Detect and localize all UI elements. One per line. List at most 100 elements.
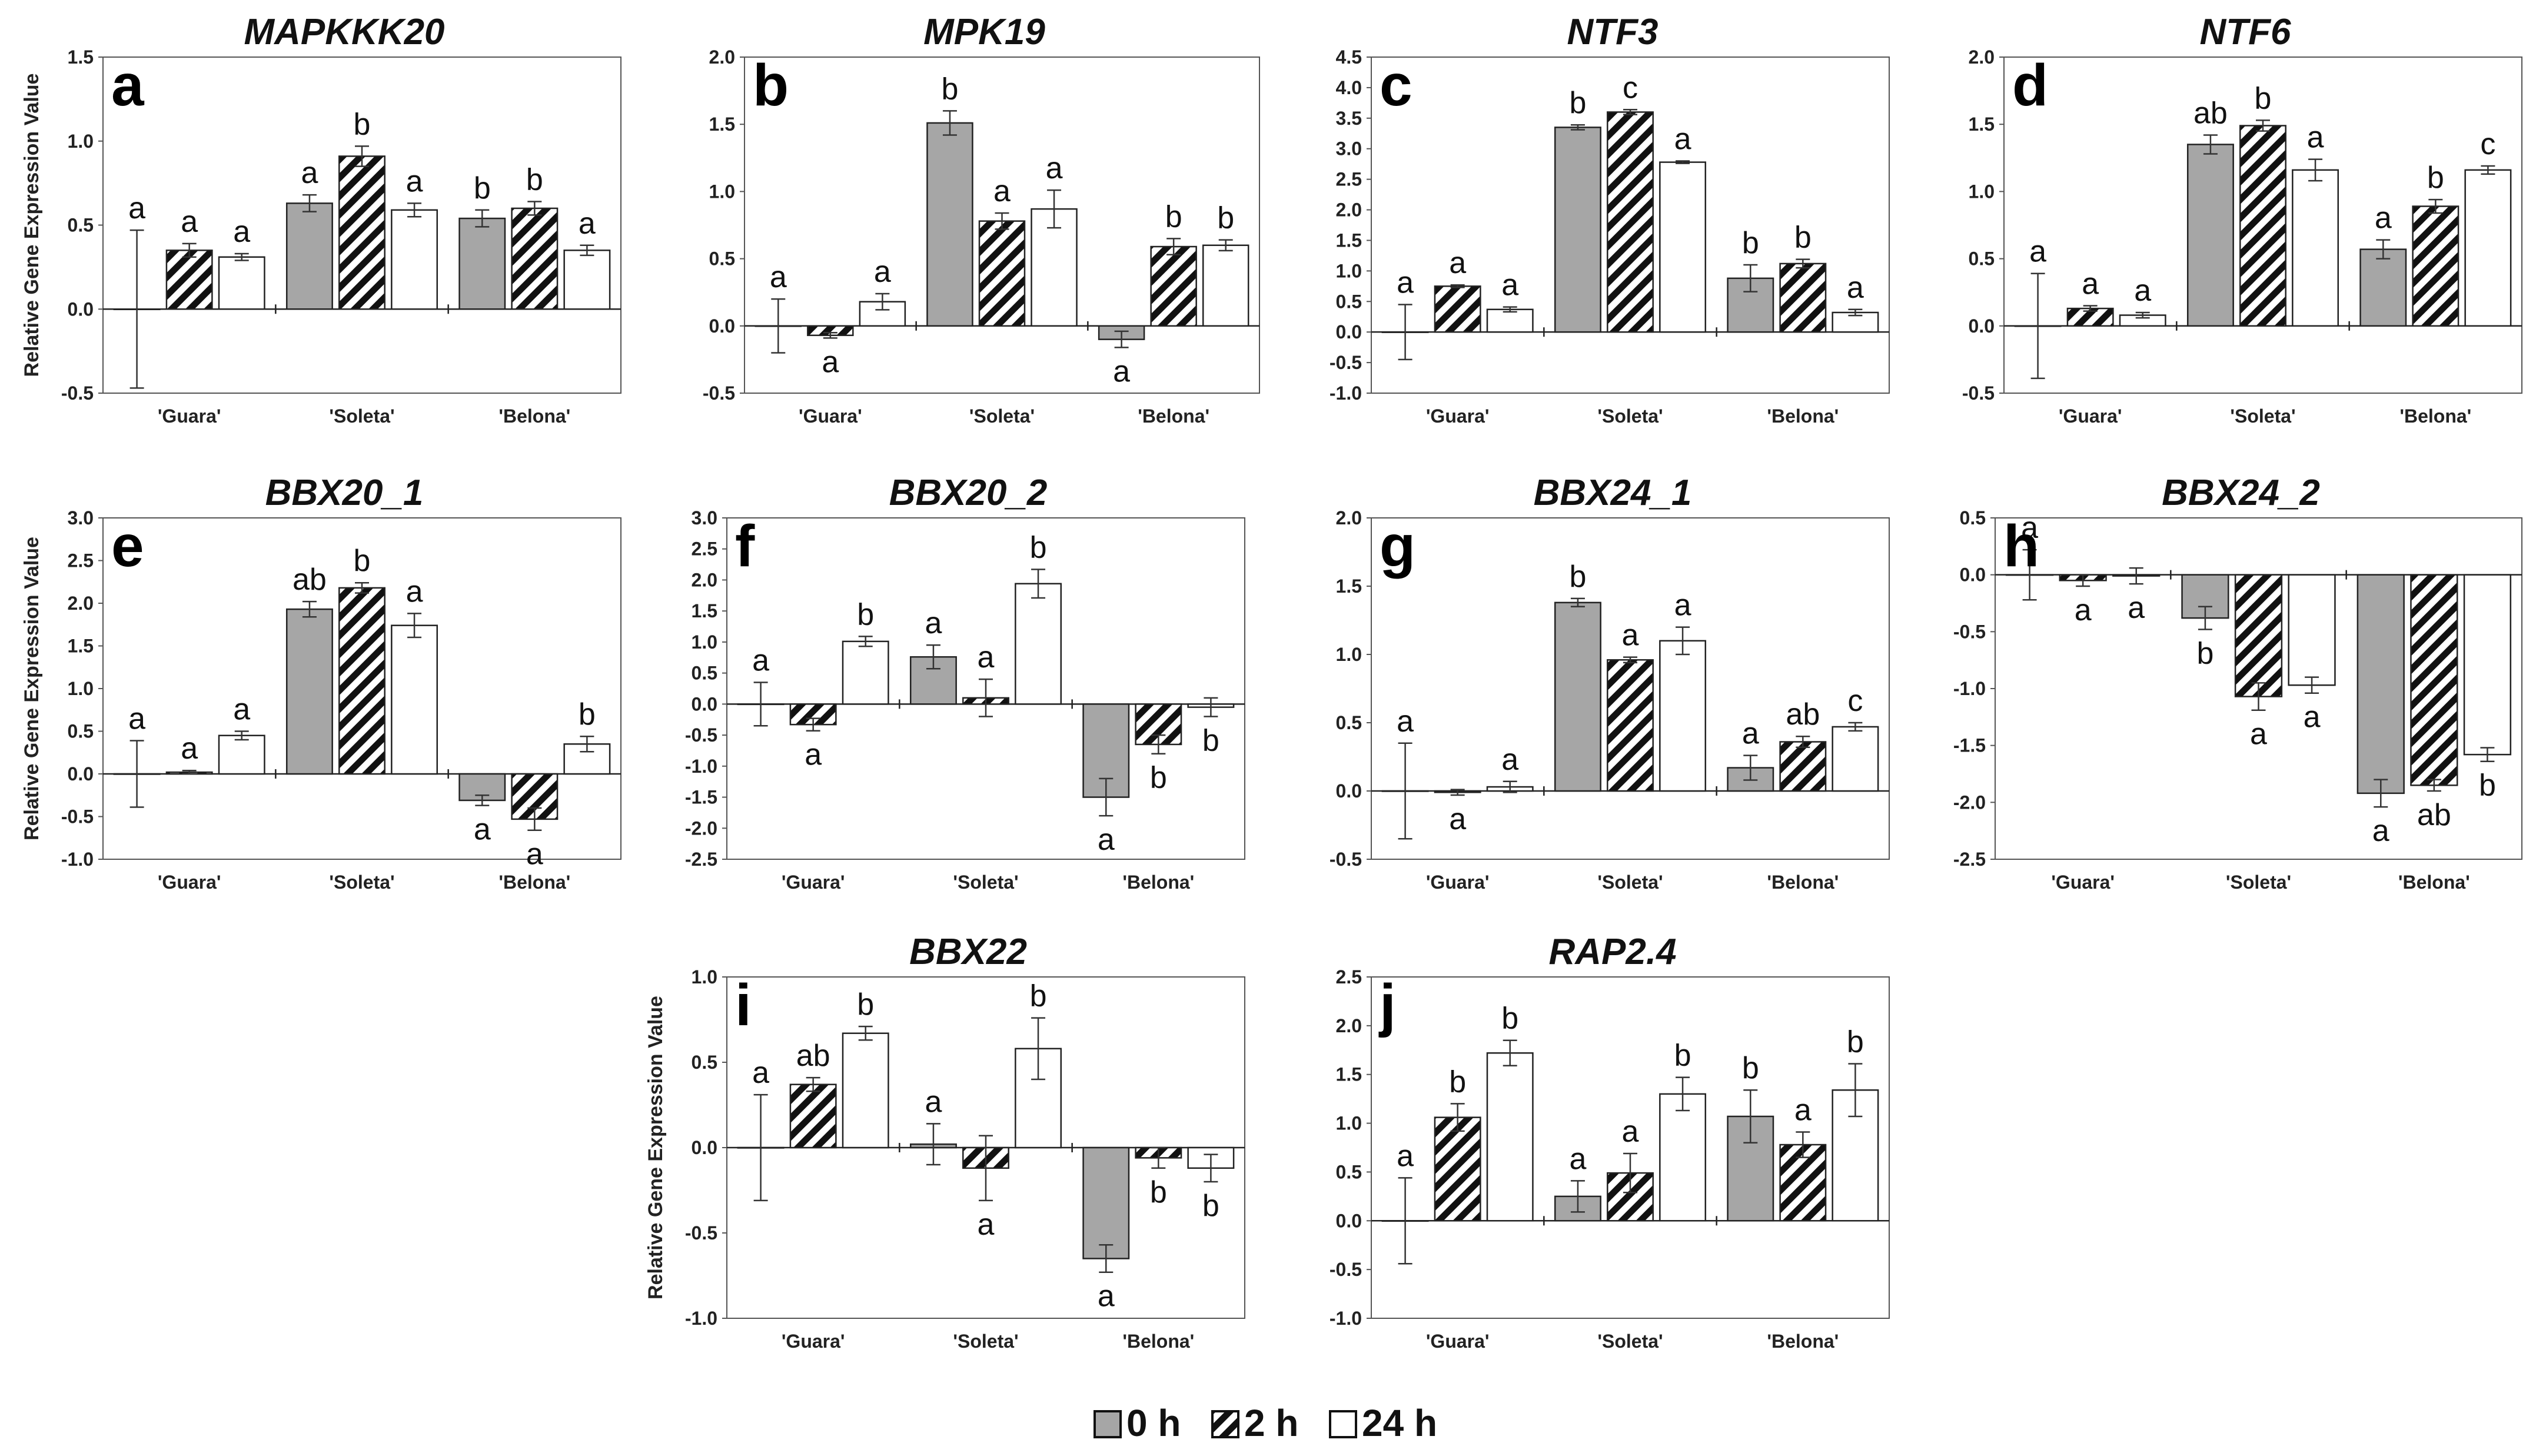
y-tick-label: 0.0	[692, 693, 717, 714]
significance-letter: ab	[2417, 798, 2451, 832]
significance-letter: a	[1501, 268, 1518, 302]
y-tick-label: 3.5	[1336, 108, 1362, 129]
significance-letter: a	[2082, 267, 2099, 301]
y-tick-label: 1.0	[1969, 181, 1995, 202]
significance-letter: a	[1622, 619, 1639, 653]
bar-0h	[285, 608, 333, 775]
y-tick-label: 1.5	[1336, 230, 1362, 251]
chart-panel-b: -0.5 0.0 0.5 1.0 1.5 2.0 'Guara' a a a 'Soleta' b a a…	[703, 12, 1260, 427]
category-label: 'Guara'	[158, 405, 221, 427]
significance-letter: a	[128, 191, 145, 225]
panel-letter: d	[2012, 52, 2048, 118]
significance-letter: a	[1046, 151, 1063, 185]
y-tick-label: 4.0	[1336, 77, 1362, 98]
y-tick-label: 0.0	[68, 763, 94, 784]
plot-frame	[744, 56, 1260, 394]
bar-2h	[2410, 574, 2458, 786]
chart-panel-a: -0.5 0.0 0.5 1.0 1.5 'Guara' a a a 'Soleta' a b a 'Be…	[21, 12, 621, 427]
significance-letter: a	[1397, 1139, 1414, 1173]
significance-letter: a	[526, 837, 543, 872]
significance-letter: b	[1030, 531, 1047, 565]
y-tick-label: 0.5	[709, 248, 735, 270]
category-label: 'Soleta'	[953, 872, 1018, 893]
bar-0h	[2357, 574, 2405, 795]
bar-24h	[563, 250, 611, 310]
y-tick-label: 0.0	[1336, 1210, 1362, 1231]
bar-24h	[1832, 726, 1879, 792]
bar-24h	[1832, 1089, 1879, 1222]
bar-0h	[1082, 703, 1130, 798]
significance-letter: a	[233, 693, 250, 727]
category-label: 'Guara'	[782, 872, 845, 893]
significance-letter: a	[579, 207, 596, 241]
y-axis-label: Relative Gene Expression Value	[644, 996, 667, 1299]
bar-24h	[1486, 1052, 1534, 1222]
panel-letter: g	[1380, 513, 1415, 579]
significance-letter: a	[1098, 823, 1115, 857]
significance-letter: b	[1217, 201, 1234, 235]
y-tick-label: 2.0	[1969, 46, 1995, 68]
y-tick-label: 1.5	[692, 600, 717, 621]
panel-title: BBX20_2	[889, 473, 1048, 513]
bar-24h	[2463, 574, 2512, 756]
y-tick-label: 2.5	[1336, 966, 1362, 988]
y-axis-label: Relative Gene Expression Value	[21, 537, 43, 840]
y-tick-label: 0.0	[1336, 321, 1362, 343]
plot-frame	[1371, 976, 1890, 1319]
y-tick-label: -1.5	[685, 787, 717, 808]
significance-letter: b	[474, 171, 491, 205]
significance-letter: a	[406, 574, 423, 609]
significance-letter: a	[770, 260, 787, 294]
y-tick-label: 1.0	[1336, 260, 1362, 281]
y-tick-label: 2.5	[68, 550, 94, 571]
category-label: 'Belona'	[1122, 872, 1194, 893]
panel-letter: i	[735, 972, 752, 1038]
bar-0h	[2186, 144, 2234, 327]
y-tick-label: 1.0	[68, 131, 94, 152]
y-tick-label: -1.0	[1330, 1308, 1362, 1329]
panel-title: MPK19	[923, 12, 1045, 52]
significance-letter: b	[1202, 1189, 1219, 1223]
bar-2h	[511, 207, 559, 310]
panel-letter: j	[1378, 972, 1396, 1038]
significance-letter: a	[301, 156, 318, 190]
category-label: 'Guara'	[799, 405, 862, 427]
category-label: 'Belona'	[1138, 405, 1209, 427]
significance-letter: b	[1569, 560, 1586, 594]
significance-letter: b	[1030, 979, 1047, 1013]
significance-letter: a	[2029, 235, 2046, 269]
category-label: 'Guara'	[1426, 405, 1490, 427]
bar-2h	[165, 250, 213, 310]
significance-letter: a	[805, 738, 822, 772]
bar-24h	[1015, 583, 1062, 705]
significance-letter: a	[2250, 717, 2267, 752]
bar-0h	[1082, 1146, 1130, 1259]
significance-letter: a	[1113, 354, 1130, 388]
y-tick-label: 1.5	[1336, 576, 1362, 597]
y-tick-label: 4.5	[1336, 46, 1362, 68]
bar-0h	[926, 122, 973, 327]
significance-letter: a	[1674, 589, 1691, 623]
bar-24h	[2292, 169, 2339, 327]
significance-letter: b	[1150, 1175, 1167, 1209]
category-label: 'Guara'	[2059, 405, 2122, 427]
y-tick-label: -0.5	[1953, 621, 1986, 642]
significance-letter: a	[874, 255, 891, 289]
bar-0h	[285, 202, 333, 310]
bar-0h	[458, 217, 506, 310]
significance-letter: b	[1165, 200, 1182, 234]
significance-letter: b	[1449, 1065, 1466, 1099]
category-label: 'Soleta'	[1597, 1331, 1663, 1352]
bar-0h	[1554, 127, 1601, 333]
y-tick-label: 0.0	[1960, 564, 1986, 586]
panel-title: MAPKKK20	[244, 12, 444, 52]
chart-panel-i: -1.0-0.50.00.51.0'Guara'a abb'Soleta'aab'…	[644, 932, 1245, 1352]
y-tick-label: 1.5	[1969, 114, 1995, 135]
y-tick-label: -0.5	[1330, 352, 1362, 373]
y-tick-label: 2.0	[1336, 507, 1362, 528]
plot-frame	[1371, 517, 1890, 860]
panel-letter: a	[111, 52, 145, 118]
y-tick-label: -0.5	[1330, 849, 1362, 870]
plot-frame	[1371, 56, 1890, 394]
y-tick-label: -0.5	[685, 1222, 717, 1244]
